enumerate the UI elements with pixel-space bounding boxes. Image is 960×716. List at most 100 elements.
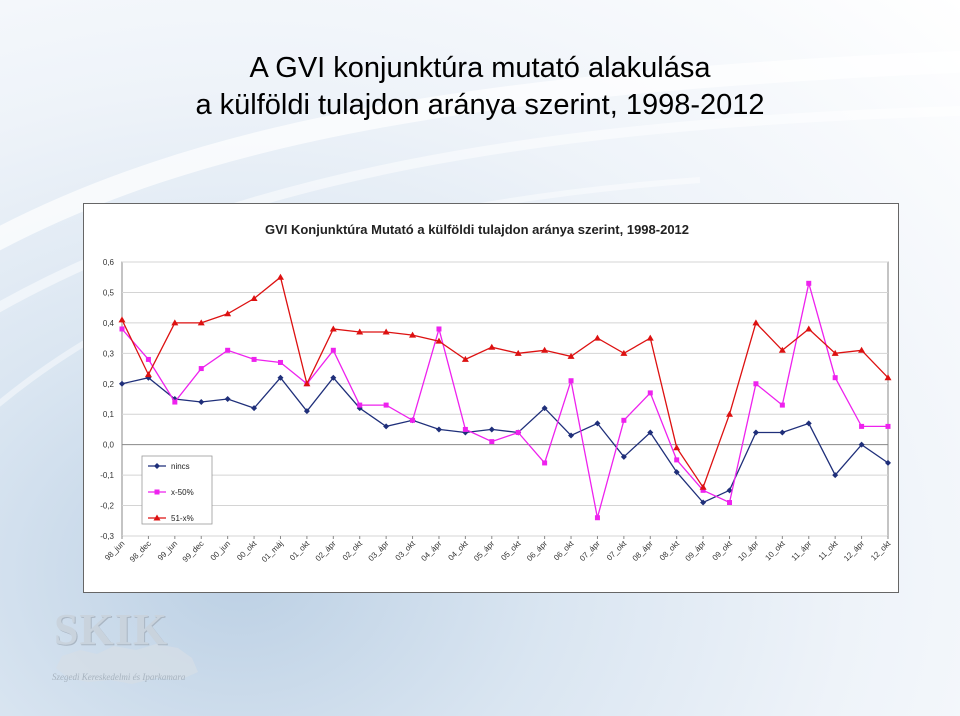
x-tick-label: 09_ápr bbox=[684, 539, 708, 563]
map-silhouette-icon bbox=[56, 644, 198, 684]
data-point bbox=[778, 346, 786, 353]
x-tick-label: 06_ápr bbox=[525, 539, 549, 563]
x-tick-label: 99_dec bbox=[181, 539, 206, 564]
data-point bbox=[779, 429, 786, 436]
slide-title: A GVI konjunktúra mutató alakulása a kül… bbox=[0, 50, 960, 124]
data-point bbox=[752, 319, 760, 326]
data-point bbox=[435, 337, 443, 344]
data-point bbox=[568, 378, 574, 384]
data-point bbox=[727, 500, 733, 506]
slide-title-line-1: A GVI konjunktúra mutató alakulása bbox=[249, 52, 711, 84]
x-tick-label: 00_jun bbox=[209, 539, 232, 562]
slide-title-line-2: a külföldi tulajdon aránya szerint, 1998… bbox=[195, 89, 765, 121]
x-tick-label: 99_jun bbox=[156, 539, 179, 562]
data-point bbox=[646, 334, 654, 341]
data-point bbox=[144, 371, 152, 378]
data-point bbox=[436, 326, 442, 332]
data-point bbox=[858, 346, 866, 353]
chart-legend: nincs x-50% 51-x% bbox=[141, 455, 213, 525]
y-tick-label: -0,2 bbox=[100, 502, 114, 511]
y-tick-label: 0,0 bbox=[103, 441, 115, 450]
data-point bbox=[673, 444, 681, 451]
line-chart: GVI Konjunktúra Mutató a külföldi tulajd… bbox=[100, 222, 893, 564]
x-tick-label: 01_máj bbox=[260, 539, 285, 564]
x-tick-label: 08_ápr bbox=[631, 539, 655, 563]
data-point bbox=[620, 453, 627, 460]
data-point bbox=[383, 423, 390, 430]
data-point bbox=[700, 487, 706, 493]
data-point bbox=[329, 325, 337, 332]
data-point bbox=[251, 405, 258, 412]
data-point bbox=[197, 319, 205, 326]
series-line bbox=[121, 276, 889, 489]
data-point bbox=[357, 402, 363, 408]
x-tick-label: 01_okt bbox=[288, 539, 312, 563]
data-point bbox=[145, 356, 151, 362]
y-tick-label: -0,3 bbox=[100, 532, 114, 541]
data-point bbox=[831, 349, 839, 356]
plot-area bbox=[121, 261, 889, 537]
x-tick-label: 08_okt bbox=[658, 539, 682, 563]
data-point bbox=[674, 457, 680, 463]
chart-axes: 0,60,50,40,30,20,10,0-0,1-0,2-0,398_jun 9… bbox=[100, 258, 893, 564]
chart-series bbox=[118, 273, 892, 521]
y-tick-label: -0,1 bbox=[100, 471, 114, 480]
data-point bbox=[594, 515, 600, 521]
data-point bbox=[330, 347, 336, 353]
x-tick-label: 02_okt bbox=[341, 539, 365, 563]
x-tick-label: 03_ápr bbox=[367, 539, 391, 563]
data-point bbox=[700, 499, 707, 506]
x-tick-label: 11_ápr bbox=[790, 539, 814, 563]
data-point bbox=[461, 355, 469, 362]
data-point bbox=[515, 429, 521, 435]
data-point bbox=[567, 352, 575, 359]
data-point bbox=[859, 423, 865, 429]
data-point bbox=[621, 417, 627, 423]
x-tick-label: 02_ápr bbox=[314, 539, 338, 563]
skik-logo: SKIK Szegedi Kereskedelmi és Iparkamara bbox=[52, 598, 202, 693]
y-tick-label: 0,5 bbox=[103, 288, 115, 297]
legend-label: nincs bbox=[171, 462, 190, 471]
series-line bbox=[121, 376, 889, 504]
x-tick-label: 12_ápr bbox=[842, 539, 866, 563]
x-tick-label: 11_okt bbox=[817, 539, 840, 562]
data-point bbox=[726, 487, 733, 494]
data-point bbox=[383, 402, 389, 408]
y-tick-label: 0,1 bbox=[103, 410, 115, 419]
data-point bbox=[488, 426, 495, 433]
data-point bbox=[435, 426, 442, 433]
data-point bbox=[330, 374, 337, 381]
data-point bbox=[726, 410, 734, 417]
x-tick-label: 05_ápr bbox=[472, 539, 496, 563]
x-tick-label: 03_okt bbox=[394, 539, 418, 563]
data-point bbox=[382, 328, 390, 335]
x-tick-label: 10_okt bbox=[763, 539, 787, 563]
legend-marker bbox=[153, 514, 161, 521]
data-point bbox=[832, 472, 839, 479]
data-point bbox=[752, 429, 759, 436]
data-point bbox=[276, 273, 284, 280]
series-x-50% bbox=[119, 280, 891, 521]
data-point bbox=[699, 483, 707, 490]
data-point bbox=[225, 347, 231, 353]
data-point bbox=[303, 408, 310, 415]
x-tick-label: 10_ápr bbox=[736, 539, 760, 563]
data-point bbox=[832, 375, 838, 381]
data-point bbox=[594, 420, 601, 427]
series-line bbox=[121, 283, 888, 518]
x-tick-label: 12_okt bbox=[869, 539, 893, 563]
data-point bbox=[488, 343, 496, 350]
y-tick-label: 0,4 bbox=[103, 319, 115, 328]
data-point bbox=[198, 399, 205, 406]
data-point bbox=[541, 405, 548, 412]
x-tick-label: 98_jun bbox=[103, 539, 126, 562]
x-tick-label: 06_okt bbox=[552, 539, 576, 563]
data-point bbox=[647, 390, 653, 396]
data-point bbox=[462, 426, 468, 432]
data-point bbox=[250, 295, 258, 302]
data-point bbox=[673, 469, 680, 476]
x-tick-label: 04_ápr bbox=[419, 539, 443, 563]
data-point bbox=[303, 380, 311, 387]
chart-title: GVI Konjunktúra Mutató a külföldi tulajd… bbox=[265, 222, 689, 237]
x-tick-label: 07_okt bbox=[605, 539, 629, 563]
